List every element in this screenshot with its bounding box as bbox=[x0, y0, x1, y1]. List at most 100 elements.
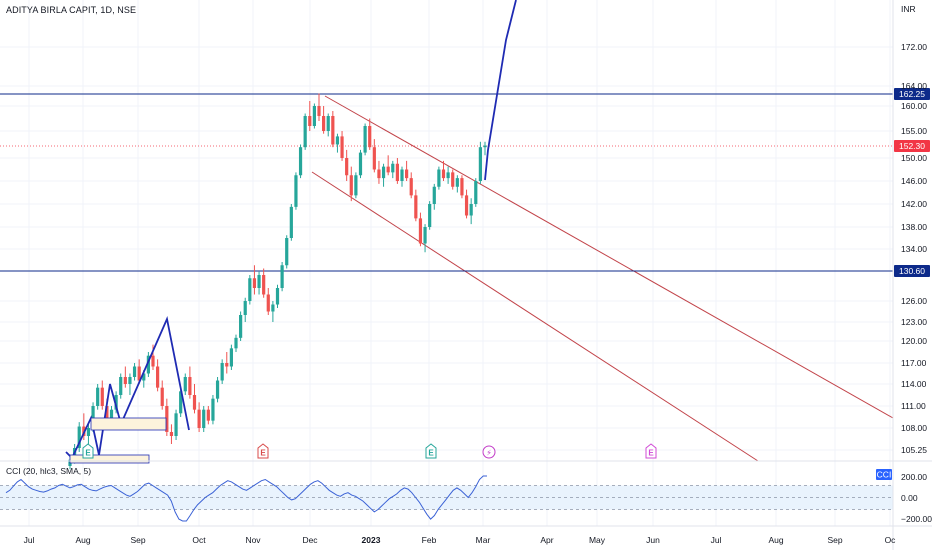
candle-body bbox=[483, 145, 487, 148]
candle-body bbox=[409, 178, 413, 196]
last-price-price-text: 152.30 bbox=[899, 141, 925, 151]
candle-body bbox=[432, 186, 436, 204]
candle-body bbox=[156, 366, 160, 388]
price-tick-label: 111.00 bbox=[901, 401, 926, 411]
earnings-nov-marker[interactable]: E bbox=[257, 443, 269, 459]
lightning-icon bbox=[482, 445, 496, 459]
candle-body bbox=[252, 278, 257, 288]
candle-body bbox=[183, 377, 187, 392]
candle-body bbox=[160, 387, 164, 406]
candle-body bbox=[179, 391, 183, 414]
cci-indicator-label[interactable]: CCI (20, hlc3, SMA, 5) bbox=[6, 466, 92, 476]
candle-body bbox=[96, 387, 100, 406]
price-tick-label: 123.00 bbox=[901, 317, 927, 327]
support-price-text: 130.60 bbox=[899, 266, 925, 276]
event-letter: E bbox=[648, 449, 654, 458]
candle-body bbox=[349, 175, 353, 196]
support-price-badge[interactable] bbox=[894, 265, 930, 277]
candle-body bbox=[215, 380, 220, 399]
candle-body bbox=[345, 158, 349, 176]
candle-body bbox=[326, 116, 330, 131]
projection-line[interactable] bbox=[484, 0, 517, 181]
currency-label: INR bbox=[901, 4, 916, 14]
price-tick-label: 160.00 bbox=[901, 101, 927, 111]
price-tick-label: 146.00 bbox=[901, 176, 927, 186]
events-layer[interactable]: E E E ⚡ E bbox=[82, 443, 657, 459]
candle-body bbox=[381, 166, 386, 179]
candle-body bbox=[128, 377, 132, 384]
candle-body bbox=[202, 409, 206, 428]
candle-body bbox=[142, 373, 146, 381]
time-tick-label: Oct bbox=[192, 535, 206, 545]
candle-body bbox=[109, 409, 114, 421]
channel-lower-line[interactable] bbox=[311, 171, 759, 462]
candle-body bbox=[377, 169, 381, 179]
time-tick-label: Jun bbox=[646, 535, 660, 545]
time-tick-label: Aug bbox=[768, 535, 783, 545]
candle-body bbox=[446, 172, 450, 179]
candle-body bbox=[257, 275, 261, 288]
time-tick-label: Sep bbox=[827, 535, 842, 545]
descending-channel[interactable] bbox=[311, 95, 894, 462]
time-tick-label: 2023 bbox=[362, 535, 381, 545]
price-tick-label: 142.00 bbox=[901, 199, 927, 209]
channel-upper-line[interactable] bbox=[324, 95, 894, 419]
time-tick-label: Jul bbox=[24, 535, 35, 545]
resistance-price-badge[interactable] bbox=[894, 88, 930, 100]
candle-body bbox=[423, 227, 427, 244]
candle-body bbox=[262, 275, 266, 295]
candle-body bbox=[464, 195, 469, 216]
grid-layer bbox=[0, 0, 893, 526]
price-tick-label: 126.00 bbox=[901, 296, 927, 306]
cci-tick-label: 0.00 bbox=[901, 493, 918, 503]
pattern-drawing[interactable] bbox=[65, 0, 517, 464]
candle-body bbox=[298, 147, 303, 176]
candle-body bbox=[469, 204, 473, 216]
candle-body bbox=[239, 315, 243, 338]
last-price-price-badge[interactable] bbox=[894, 140, 930, 152]
candle-body bbox=[77, 426, 81, 448]
candle-body bbox=[414, 195, 418, 219]
candles-layer bbox=[68, 93, 487, 470]
pattern-zone-box-lower[interactable] bbox=[69, 454, 150, 464]
price-tick-label: 164.00 bbox=[901, 81, 927, 91]
price-tick-label: 120.00 bbox=[901, 336, 927, 346]
price-tick-label: 114.00 bbox=[901, 379, 927, 389]
horizontal-levels[interactable]: 162.25 152.30 130.60 bbox=[0, 88, 930, 277]
candle-body bbox=[146, 355, 150, 374]
event-letter: ⚡ bbox=[486, 449, 492, 458]
price-tick-label: 108.00 bbox=[901, 423, 927, 433]
time-tick-label: May bbox=[589, 535, 606, 545]
earnings-badge-icon bbox=[645, 443, 657, 459]
price-tick-label: 138.00 bbox=[901, 222, 927, 232]
candle-body bbox=[285, 238, 289, 266]
candle-body bbox=[368, 126, 372, 148]
price-tick-label: 105.25 bbox=[901, 445, 927, 455]
symbol-title[interactable]: ADITYA BIRLA CAPIT, 1D, NSE bbox=[6, 5, 137, 15]
candle-body bbox=[428, 204, 432, 227]
candle-body bbox=[248, 278, 252, 301]
candle-body bbox=[312, 106, 316, 126]
pattern-zone-box-upper[interactable] bbox=[90, 417, 167, 431]
earnings-feb-marker[interactable]: E bbox=[425, 443, 437, 459]
split-mar-marker[interactable]: ⚡ bbox=[482, 445, 496, 459]
time-tick-label: Jul bbox=[711, 535, 722, 545]
candle-body bbox=[354, 175, 358, 196]
candle-body bbox=[225, 363, 229, 367]
candle-body bbox=[234, 337, 238, 349]
cci-pane: 200.00 0.00 −200.00 CCI bbox=[0, 469, 932, 524]
earnings-jun-marker[interactable]: E bbox=[645, 443, 657, 459]
earnings-aug-marker[interactable]: E bbox=[82, 443, 94, 459]
time-tick-label: Mar bbox=[476, 535, 491, 545]
cci-tick-label: −200.00 bbox=[901, 514, 932, 524]
candle-body bbox=[418, 218, 423, 244]
price-tick-label: 155.00 bbox=[901, 126, 927, 136]
candle-body bbox=[132, 366, 137, 377]
cci-badge[interactable] bbox=[876, 469, 892, 480]
candle-body bbox=[114, 395, 118, 410]
candle-body bbox=[169, 432, 174, 436]
time-tick-label: Dec bbox=[302, 535, 318, 545]
